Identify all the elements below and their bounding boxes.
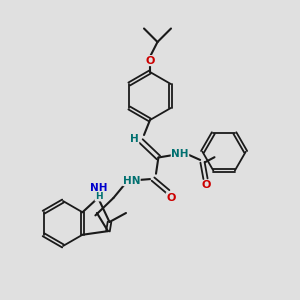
Text: O: O (166, 193, 176, 203)
Text: O: O (201, 180, 211, 190)
Text: NH: NH (171, 149, 189, 159)
Text: HN: HN (123, 176, 140, 186)
Text: H: H (130, 134, 139, 144)
Text: H: H (95, 192, 103, 201)
Text: O: O (145, 56, 155, 66)
Text: NH: NH (90, 183, 107, 193)
